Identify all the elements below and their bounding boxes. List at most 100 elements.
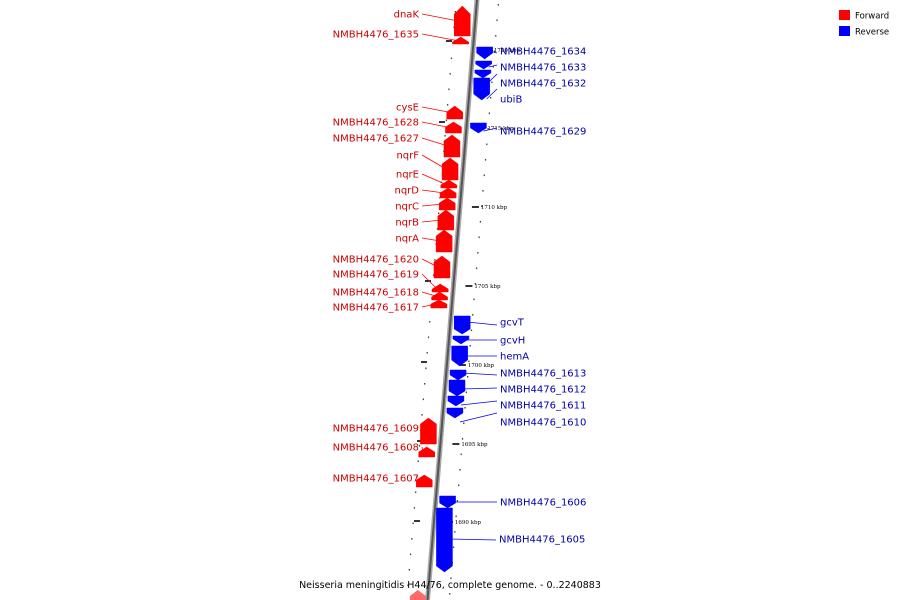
gene-label-nqrF[interactable]: nqrF (396, 151, 419, 162)
gene-label-NMBH4476_1605[interactable]: NMBH4476_1605 (499, 535, 585, 546)
gene-arrow-NMBH4476_1613[interactable] (449, 369, 467, 381)
leader-line (421, 303, 436, 308)
gene-label-NMBH4476_1608[interactable]: NMBH4476_1608 (333, 443, 419, 454)
leader-line (421, 219, 442, 223)
dot-marker (417, 460, 419, 463)
dot-marker (454, 11, 456, 13)
dot-marker (429, 321, 431, 323)
leader-line (421, 173, 445, 185)
gene-label-NMBH4476_1633[interactable]: NMBH4476_1633 (500, 63, 586, 74)
gene-arrow-NMBH4476_1619[interactable] (431, 283, 449, 293)
gene-arrow-NMBH4476_1610[interactable] (446, 407, 464, 419)
gene-label-NMBH4476_1627[interactable]: NMBH4476_1627 (333, 134, 419, 145)
gene-arrow-nqrF[interactable] (441, 157, 459, 181)
dot-marker (482, 190, 484, 192)
gene-label-NMBH4476_1609[interactable]: NMBH4476_1609 (333, 424, 419, 435)
gene-arrow-nqrE[interactable] (440, 179, 458, 189)
gene-arrow-NMBH4476_1605[interactable] (436, 507, 453, 573)
gene-arrow-gcvH[interactable] (452, 335, 470, 345)
dot-marker (469, 345, 471, 347)
gene-arrow-NMBH4476_1607[interactable] (416, 474, 433, 488)
gene-arrow-NMBH4476_1609[interactable] (420, 417, 437, 445)
gene-label-NMBH4476_1635[interactable]: NMBH4476_1635 (333, 30, 419, 41)
gene-arrow-NMBH4476_1608[interactable] (418, 446, 435, 458)
leader-line (463, 372, 498, 376)
dot-marker (474, 283, 476, 285)
gene-arrow-nqrB[interactable] (437, 209, 455, 231)
gene-label-gcvT[interactable]: gcvT (500, 318, 525, 329)
tick-label: 1715 kbp (487, 126, 514, 132)
gene-arrow-NMBH4476_1617[interactable] (430, 299, 448, 309)
gene-label-NMBH4476_1632[interactable]: NMBH4476_1632 (500, 79, 586, 90)
gene-label-nqrE[interactable]: nqrE (396, 170, 419, 181)
gene-label-ubiB[interactable]: ubiB (500, 95, 522, 106)
gene-label-nqrD[interactable]: nqrD (395, 186, 420, 197)
dot-marker (421, 414, 423, 416)
gene-arrow-dnaK[interactable] (454, 5, 471, 37)
gene-arrow-NMBH4476_1629[interactable] (470, 122, 487, 134)
gene-label-NMBH4476_1619[interactable]: NMBH4476_1619 (333, 270, 419, 281)
gene-arrow-gcvT[interactable] (453, 315, 471, 335)
leader-line (419, 477, 423, 482)
gene-label-NMBH4476_1618[interactable]: NMBH4476_1618 (333, 288, 419, 299)
dot-marker (455, 515, 457, 518)
gene-label-NMBH4476_1613[interactable]: NMBH4476_1613 (500, 369, 586, 380)
dot-marker (468, 360, 470, 363)
legend-reverse-swatch (839, 26, 850, 36)
dot-marker (434, 259, 436, 261)
gene-arrow-nqrC[interactable] (438, 197, 456, 211)
gene-arrow-nqrD[interactable] (439, 187, 457, 199)
scale-ticks: 1720 kbp 1715 kbp 1710 kbp 1705 kbp 1700 kbp… (414, 40, 520, 526)
dot-marker (452, 546, 455, 549)
dot-marker (409, 553, 412, 556)
leader-line (489, 50, 498, 54)
dot-marker (473, 298, 475, 301)
gene-arrow-cysE[interactable] (446, 105, 463, 120)
gene-label-NMBH4476_1628[interactable]: NMBH4476_1628 (333, 118, 419, 129)
gene-arrow-NMBH4476_1628[interactable] (445, 121, 462, 134)
gene-arrow-NMBH4476_1633[interactable] (475, 60, 492, 70)
leader-line (421, 106, 451, 113)
gene-arrow-NMBH4476_1627[interactable] (443, 134, 461, 158)
gene-arrow-NMBH4476_1618[interactable] (431, 291, 448, 301)
gene-arrow-NMBH4476_1611[interactable] (447, 395, 465, 407)
dot-marker (449, 73, 451, 75)
dot-marker (425, 367, 427, 370)
gene-label-nqrC[interactable]: nqrC (395, 202, 419, 213)
leader-line (421, 121, 450, 128)
gene-label-cysE[interactable]: cysE (396, 103, 419, 114)
gene-arrow-hemA[interactable] (451, 345, 468, 367)
gene-arrow-NMBH4476_1632[interactable] (474, 69, 492, 79)
dot-marker (470, 329, 473, 332)
gene-arrow-NMBH4476_1606[interactable] (439, 495, 456, 509)
leader-line (421, 13, 459, 22)
leader-line (421, 189, 445, 194)
gene-label-NMBH4476_1612[interactable]: NMBH4476_1612 (500, 385, 586, 396)
gene-label-NMBH4476_1634[interactable]: NMBH4476_1634 (500, 47, 586, 58)
gene-label-gcvH[interactable]: gcvH (500, 336, 525, 347)
tick-label: 1695 kbp (461, 442, 488, 448)
gene-label-NMBH4476_1610[interactable]: NMBH4476_1610 (500, 418, 586, 429)
dot-marker (486, 143, 488, 146)
gene-arrow-ubiB[interactable] (473, 77, 490, 101)
gene-arrow-nqrA[interactable] (435, 229, 453, 253)
genome-caption: Neisseria meningitidis H44/76, complete … (299, 580, 601, 591)
gene-label-NMBH4476_1629[interactable]: NMBH4476_1629 (500, 127, 586, 138)
gene-label-dnaK[interactable]: dnaK (394, 10, 420, 21)
dot-marker (450, 57, 453, 60)
gene-label-nqrB[interactable]: nqrB (395, 218, 419, 229)
gene-label-NMBH4476_1607[interactable]: NMBH4476_1607 (333, 474, 419, 485)
gene-label-NMBH4476_1611[interactable]: NMBH4476_1611 (500, 401, 586, 412)
gene-arrow-NMBH4476_1635[interactable] (452, 36, 469, 45)
gene-arrow-NMBH4476_1620[interactable] (433, 255, 451, 279)
gene-label-nqrA[interactable]: nqrA (395, 234, 419, 245)
gene-label-hemA[interactable]: hemA (500, 352, 529, 363)
leader-line (421, 258, 439, 268)
gene-label-NMBH4476_1620[interactable]: NMBH4476_1620 (333, 255, 419, 266)
gene-label-NMBH4476_1606[interactable]: NMBH4476_1606 (500, 498, 586, 509)
leader-line (460, 400, 498, 406)
gene-arrow-NMBH4476_1612[interactable] (448, 379, 466, 397)
dot-marker (489, 97, 492, 99)
gene-label-NMBH4476_1617[interactable]: NMBH4476_1617 (333, 303, 419, 314)
gene-arrow-NMBH4476_1634[interactable] (476, 46, 493, 60)
